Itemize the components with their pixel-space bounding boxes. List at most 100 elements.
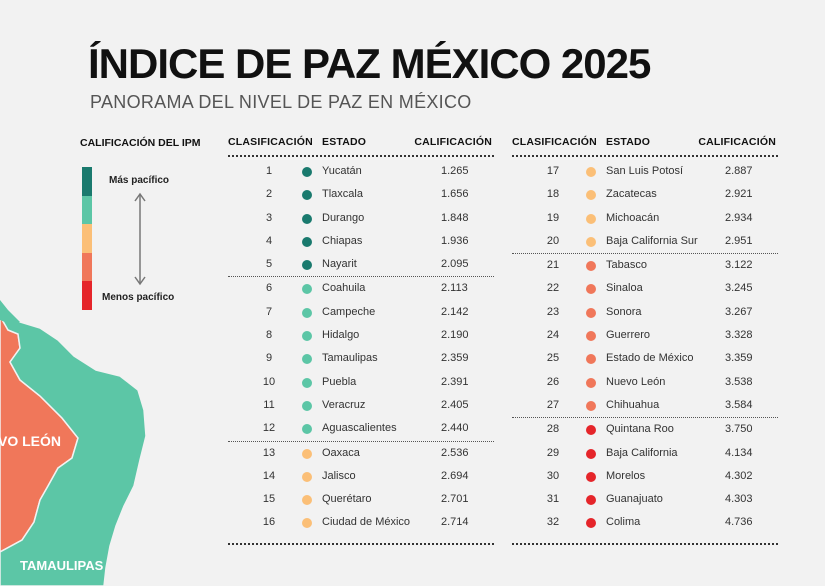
row-state: Querétaro bbox=[322, 493, 372, 506]
status-dot bbox=[302, 236, 312, 247]
row-score: 1.656 bbox=[441, 188, 469, 201]
row-score: 3.122 bbox=[725, 259, 753, 272]
row-rank: 23 bbox=[546, 305, 560, 318]
row-state: Aguascalientes bbox=[322, 422, 397, 435]
row-rank: 15 bbox=[262, 493, 276, 506]
table-row: 9 Tamaulipas 2.359 bbox=[228, 347, 494, 370]
legend-top-label: Más pacífico bbox=[109, 175, 170, 186]
row-score: 2.391 bbox=[441, 375, 469, 388]
row-score: 4.302 bbox=[725, 469, 753, 482]
row-score: 3.538 bbox=[725, 375, 753, 388]
tamaulipas-region bbox=[0, 300, 147, 586]
table-row: 4 Chiapas 1.936 bbox=[228, 230, 494, 253]
row-rank: 7 bbox=[265, 305, 273, 318]
row-state: Michoacán bbox=[606, 211, 660, 224]
group-divider bbox=[228, 276, 494, 278]
status-dot bbox=[586, 400, 596, 411]
legend-swatch-5 bbox=[82, 281, 92, 310]
table-row: 26 Nuevo León 3.538 bbox=[512, 371, 778, 394]
status-dot bbox=[586, 377, 596, 388]
status-dot bbox=[302, 400, 312, 411]
status-dot bbox=[302, 448, 312, 459]
row-score: 3.245 bbox=[725, 282, 753, 295]
legend-swatch-2 bbox=[82, 195, 92, 225]
row-rank: 12 bbox=[262, 422, 276, 435]
table-row: 14 Jalisco 2.694 bbox=[228, 465, 494, 488]
table-row: 10 Puebla 2.391 bbox=[228, 371, 494, 394]
ranking-table-right: CLASIFICACIÓN ESTADO CALIFICACIÓN 17 San … bbox=[512, 133, 778, 545]
table-row: 21 Tabasco 3.122 bbox=[512, 254, 778, 277]
row-score: 3.750 bbox=[725, 423, 753, 436]
table-row: 20 Baja California Sur 2.951 bbox=[512, 230, 778, 253]
row-rank: 10 bbox=[262, 375, 276, 388]
row-score: 2.951 bbox=[725, 234, 753, 247]
table-row: 18 Zacatecas 2.921 bbox=[512, 183, 778, 206]
status-dot bbox=[302, 377, 312, 388]
row-score: 2.405 bbox=[441, 398, 469, 411]
row-score: 4.303 bbox=[725, 493, 753, 506]
row-state: Baja California Sur bbox=[606, 234, 698, 247]
header-score: CALIFICACIÓN bbox=[414, 136, 492, 148]
row-score: 1.848 bbox=[441, 211, 469, 224]
row-rank: 19 bbox=[546, 211, 560, 224]
table-bottom-divider bbox=[228, 542, 494, 545]
table-row: 27 Chihuahua 3.584 bbox=[512, 394, 778, 417]
row-score: 2.701 bbox=[441, 493, 469, 506]
row-score: 3.584 bbox=[725, 398, 753, 411]
header-divider bbox=[228, 155, 494, 157]
row-state: Morelos bbox=[606, 469, 646, 482]
status-dot bbox=[302, 331, 312, 342]
row-score: 2.190 bbox=[441, 329, 469, 342]
legend-swatch-4 bbox=[82, 252, 92, 282]
group-divider bbox=[512, 253, 778, 255]
row-rank: 8 bbox=[265, 329, 273, 342]
row-rank: 16 bbox=[262, 516, 276, 529]
row-state: Oaxaca bbox=[322, 446, 360, 459]
page-subtitle: PANORAMA DEL NIVEL DE PAZ EN MÉXICO bbox=[90, 92, 472, 112]
row-rank: 11 bbox=[263, 398, 275, 411]
row-score: 3.359 bbox=[725, 352, 753, 365]
row-rank: 30 bbox=[546, 469, 560, 482]
status-dot bbox=[586, 190, 596, 201]
table-header: CLASIFICACIÓN ESTADO CALIFICACIÓN bbox=[228, 133, 494, 155]
row-rank: 18 bbox=[546, 188, 560, 201]
status-dot bbox=[302, 213, 312, 224]
row-rank: 13 bbox=[262, 446, 276, 459]
legend-bottom-label: Menos pacífico bbox=[102, 292, 175, 303]
row-state: Guerrero bbox=[606, 329, 651, 342]
row-score: 1.265 bbox=[441, 165, 469, 177]
row-rank: 27 bbox=[546, 398, 560, 411]
row-state: Chihuahua bbox=[606, 398, 660, 411]
row-rank: 2 bbox=[265, 188, 273, 201]
row-rank: 21 bbox=[546, 259, 560, 272]
table-row: 29 Baja California 4.134 bbox=[512, 442, 778, 465]
status-dot bbox=[302, 260, 312, 271]
table-row: 3 Durango 1.848 bbox=[228, 207, 494, 230]
row-score: 3.267 bbox=[725, 305, 753, 318]
row-score: 2.921 bbox=[725, 188, 753, 201]
row-rank: 22 bbox=[546, 282, 560, 295]
row-state: Veracruz bbox=[322, 398, 366, 411]
row-score: 1.936 bbox=[441, 234, 469, 247]
group-divider bbox=[228, 440, 494, 442]
row-state: Nayarit bbox=[322, 258, 357, 271]
status-dot bbox=[586, 213, 596, 224]
row-state: Sonora bbox=[606, 305, 642, 318]
row-rank: 32 bbox=[546, 516, 560, 529]
row-score: 2.359 bbox=[441, 352, 469, 365]
double-arrow-icon bbox=[134, 192, 146, 286]
row-state: Guanajuato bbox=[606, 493, 663, 506]
row-score: 2.887 bbox=[725, 165, 753, 177]
table-row: 17 San Luis Potosí 2.887 bbox=[512, 160, 778, 183]
status-dot bbox=[586, 307, 596, 318]
table-row: 5 Nayarit 2.095 bbox=[228, 253, 494, 276]
status-dot bbox=[586, 236, 596, 247]
row-rank: 29 bbox=[546, 446, 560, 459]
row-rank: 20 bbox=[546, 234, 560, 247]
header-divider bbox=[512, 155, 778, 157]
row-rank: 5 bbox=[265, 258, 273, 271]
row-state: Hidalgo bbox=[322, 329, 360, 342]
row-score: 2.095 bbox=[441, 258, 469, 271]
table-row: 32 Colima 4.736 bbox=[512, 511, 778, 534]
mexico-map-fragment: VO LEÓN TAMAULIPAS bbox=[0, 300, 147, 586]
